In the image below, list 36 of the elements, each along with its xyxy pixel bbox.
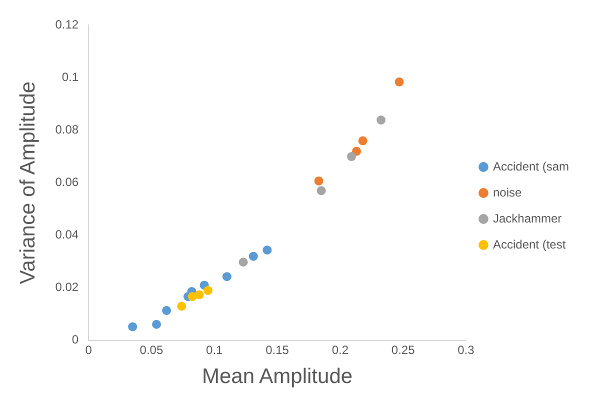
point — [152, 320, 161, 329]
x-tick-label: 0.1 — [206, 342, 224, 357]
point — [238, 258, 248, 267]
point — [358, 136, 368, 146]
x-tick-label: 0.3 — [458, 342, 475, 357]
y-axis-title: Variance of Amplitude — [16, 81, 40, 284]
point — [194, 290, 204, 300]
x-tick-label: 0.05 — [140, 342, 164, 357]
point — [204, 286, 213, 295]
x-tick-label: 0.2 — [332, 342, 349, 357]
point — [262, 246, 272, 255]
x-tick-label: 0.25 — [391, 342, 416, 357]
point — [128, 322, 138, 332]
y-tick-label: 0 — [72, 332, 79, 347]
point — [177, 302, 186, 311]
legend-label: noise — [492, 185, 522, 200]
y-tick-label: 0.04 — [55, 228, 79, 242]
point — [394, 77, 404, 86]
point — [376, 116, 386, 125]
y-tick-label: 0.1 — [62, 70, 79, 84]
y-tick-label: 0.02 — [55, 280, 79, 294]
point — [162, 306, 172, 315]
point — [346, 152, 356, 162]
x-tick-label: 0.15 — [266, 342, 290, 357]
y-tick-label: 0.12 — [55, 18, 79, 32]
x-tick-label: 0 — [85, 342, 92, 357]
legend-label: Jackhammer — [492, 211, 562, 226]
legend-label: Accident (sam — [492, 159, 570, 174]
point — [314, 176, 324, 186]
y-tick-label: 0.08 — [55, 122, 79, 137]
x-axis-title: Mean Amplitude — [202, 365, 353, 388]
legend-label: Accident (test — [492, 237, 566, 252]
point — [222, 272, 232, 282]
point — [316, 186, 326, 196]
y-tick-label: 0.06 — [55, 175, 79, 190]
point — [248, 252, 258, 261]
